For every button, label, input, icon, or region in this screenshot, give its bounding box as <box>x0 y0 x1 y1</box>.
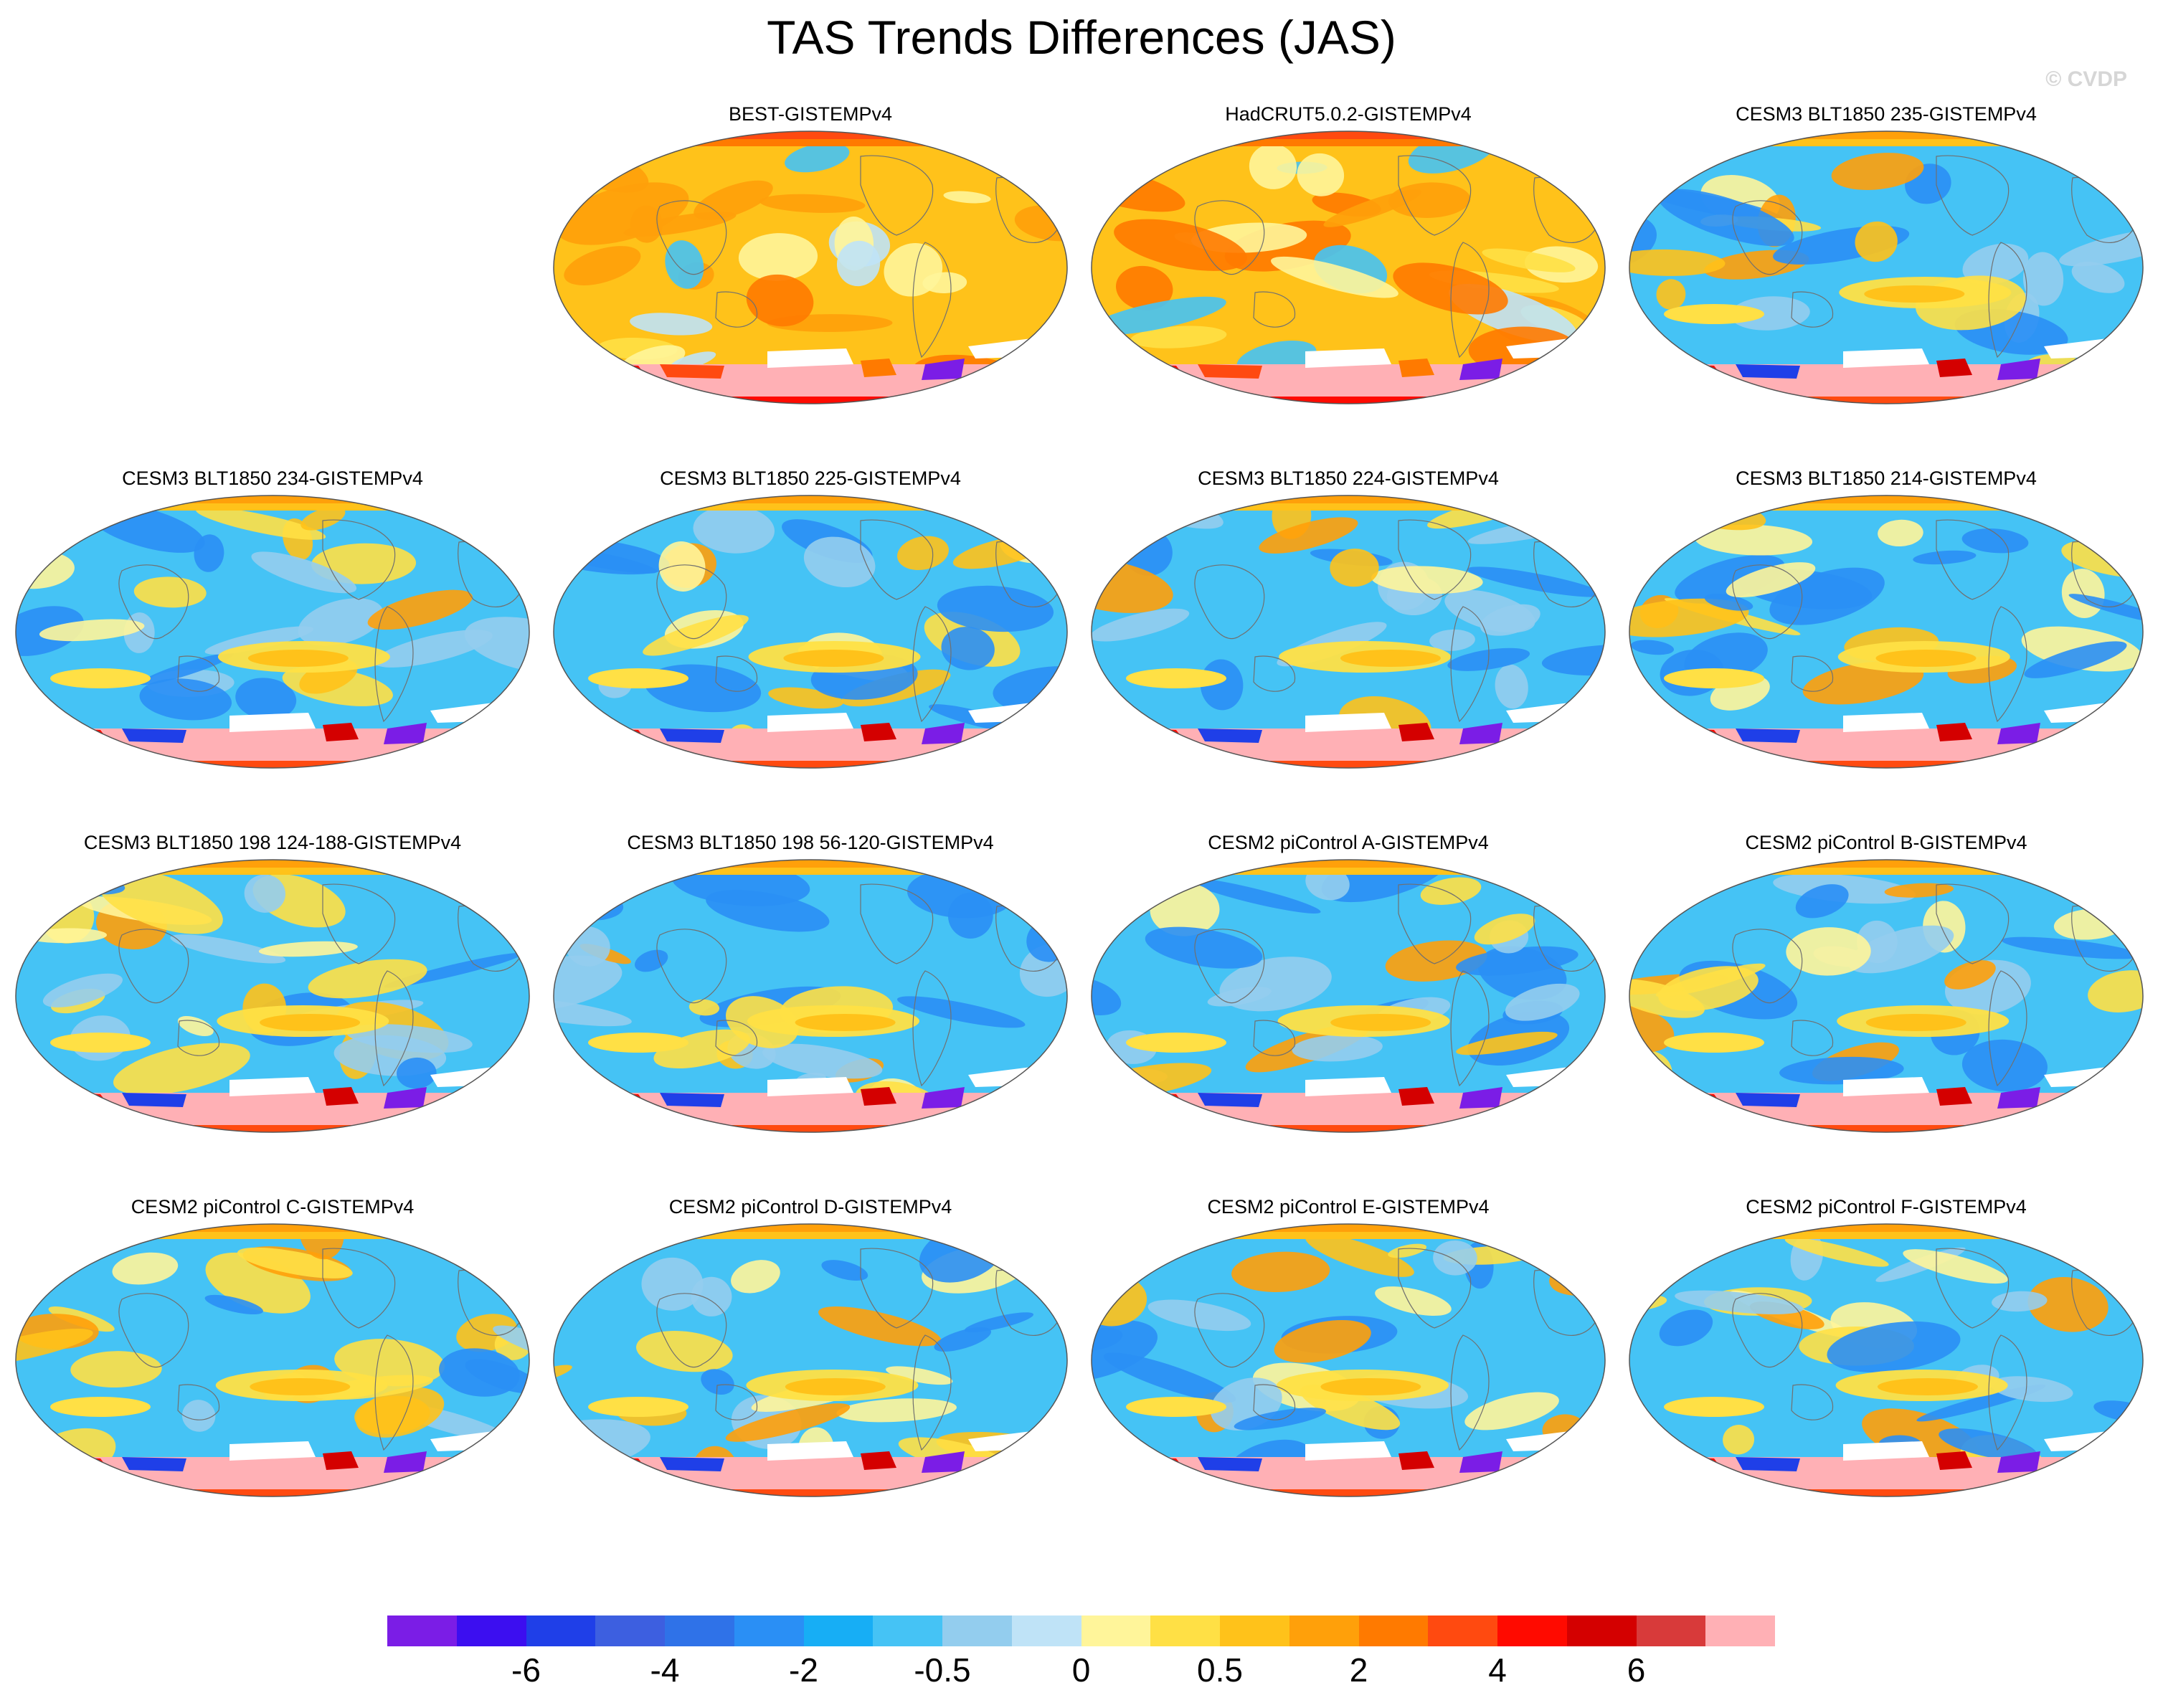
map-panel: CESM3 BLT1850 214-GISTEMPv4 <box>1621 468 2152 826</box>
colorbar-cell <box>734 1616 804 1646</box>
colorbar-cell <box>873 1616 942 1646</box>
colorbar-cell <box>665 1616 734 1646</box>
colorbar-cell <box>387 1616 457 1646</box>
colorbar <box>387 1616 1775 1646</box>
map-panel: BEST-GISTEMPv4 <box>545 103 1076 462</box>
robinson-map <box>1091 131 1606 404</box>
colorbar-cell <box>526 1616 596 1646</box>
robinson-map <box>553 131 1068 404</box>
map-panel: CESM2 piControl E-GISTEMPv4 <box>1083 1196 1614 1555</box>
robinson-map <box>15 495 530 769</box>
colorbar-labels: -6 -4 -2 -0.5 0 0.5 2 4 6 <box>387 1651 1775 1694</box>
colorbar-cell <box>942 1616 1012 1646</box>
colorbar-tick-label: 0.5 <box>1197 1651 1243 1689</box>
map-panel: CESM3 BLT1850 224-GISTEMPv4 <box>1083 468 1614 826</box>
robinson-map <box>553 859 1068 1133</box>
robinson-map <box>1629 1223 2144 1497</box>
panel-title: CESM2 piControl D-GISTEMPv4 <box>668 1196 952 1218</box>
colorbar-cell <box>1081 1616 1151 1646</box>
colorbar-cell <box>1011 1616 1082 1646</box>
map-panel: HadCRUT5.0.2-GISTEMPv4 <box>1083 103 1614 462</box>
colorbar-cell <box>595 1616 665 1646</box>
map-panel: CESM2 piControl B-GISTEMPv4 <box>1621 832 2152 1190</box>
colorbar-cell <box>1497 1616 1567 1646</box>
map-panel: CESM3 BLT1850 234-GISTEMPv4 <box>7 468 538 826</box>
panel-title: CESM3 BLT1850 225-GISTEMPv4 <box>660 468 961 489</box>
robinson-map <box>553 1223 1068 1497</box>
colorbar-cell <box>1150 1616 1220 1646</box>
colorbar-tick-label: 4 <box>1488 1651 1507 1689</box>
robinson-map <box>15 859 530 1133</box>
panel-title: CESM2 piControl C-GISTEMPv4 <box>131 1196 415 1218</box>
panel-title: HadCRUT5.0.2-GISTEMPv4 <box>1225 103 1472 125</box>
colorbar-tick-label: 0 <box>1071 1651 1091 1689</box>
map-panel: CESM2 piControl A-GISTEMPv4 <box>1083 832 1614 1190</box>
map-panel: CESM3 BLT1850 198 56-120-GISTEMPv4 <box>545 832 1076 1190</box>
robinson-map <box>1091 1223 1606 1497</box>
colorbar-cell <box>1289 1616 1359 1646</box>
panel-title: CESM3 BLT1850 198 124-188-GISTEMPv4 <box>83 832 462 853</box>
panel-title: BEST-GISTEMPv4 <box>728 103 893 125</box>
colorbar-cell <box>456 1616 526 1646</box>
colorbar-cell <box>1220 1616 1289 1646</box>
copyright-label: © CVDP <box>2045 67 2127 91</box>
robinson-map <box>1091 859 1606 1133</box>
colorbar-cell <box>1705 1616 1775 1646</box>
colorbar-cell <box>1428 1616 1497 1646</box>
colorbar-tick-label: 6 <box>1627 1651 1646 1689</box>
panel-title: CESM3 BLT1850 224-GISTEMPv4 <box>1198 468 1499 489</box>
colorbar-tick-label: -0.5 <box>914 1651 971 1689</box>
panel-title: CESM2 piControl E-GISTEMPv4 <box>1207 1196 1490 1218</box>
map-panel: CESM2 piControl D-GISTEMPv4 <box>545 1196 1076 1555</box>
colorbar-tick-label: -4 <box>650 1651 680 1689</box>
figure-title: TAS Trends Differences (JAS) <box>767 11 1396 64</box>
map-panel: CESM3 BLT1850 235-GISTEMPv4 <box>1621 103 2152 462</box>
robinson-map <box>1091 495 1606 769</box>
map-panel: CESM2 piControl F-GISTEMPv4 <box>1621 1196 2152 1555</box>
colorbar-tick-label: -2 <box>789 1651 818 1689</box>
panel-title: CESM3 BLT1850 234-GISTEMPv4 <box>122 468 423 489</box>
colorbar-tick-label: -6 <box>511 1651 541 1689</box>
robinson-map <box>553 495 1068 769</box>
map-panel: CESM3 BLT1850 225-GISTEMPv4 <box>545 468 1076 826</box>
map-panel: CESM3 BLT1850 198 124-188-GISTEMPv4 <box>7 832 538 1190</box>
panel-title: CESM3 BLT1850 235-GISTEMPv4 <box>1736 103 2037 125</box>
robinson-map <box>1629 495 2144 769</box>
panel-title: CESM2 piControl B-GISTEMPv4 <box>1745 832 2027 853</box>
panel-title: CESM3 BLT1850 198 56-120-GISTEMPv4 <box>627 832 994 853</box>
colorbar-cell <box>803 1616 874 1646</box>
robinson-map <box>15 1223 530 1497</box>
map-panel: CESM2 piControl C-GISTEMPv4 <box>7 1196 538 1555</box>
panel-title: CESM3 BLT1850 214-GISTEMPv4 <box>1736 468 2037 489</box>
colorbar-tick-label: 2 <box>1349 1651 1368 1689</box>
colorbar-cell <box>1566 1616 1637 1646</box>
panel-title: CESM2 piControl F-GISTEMPv4 <box>1746 1196 2027 1218</box>
robinson-map <box>1629 859 2144 1133</box>
robinson-map <box>1629 131 2144 404</box>
colorbar-cell <box>1636 1616 1706 1646</box>
colorbar-cell <box>1358 1616 1429 1646</box>
panel-title: CESM2 piControl A-GISTEMPv4 <box>1208 832 1489 853</box>
